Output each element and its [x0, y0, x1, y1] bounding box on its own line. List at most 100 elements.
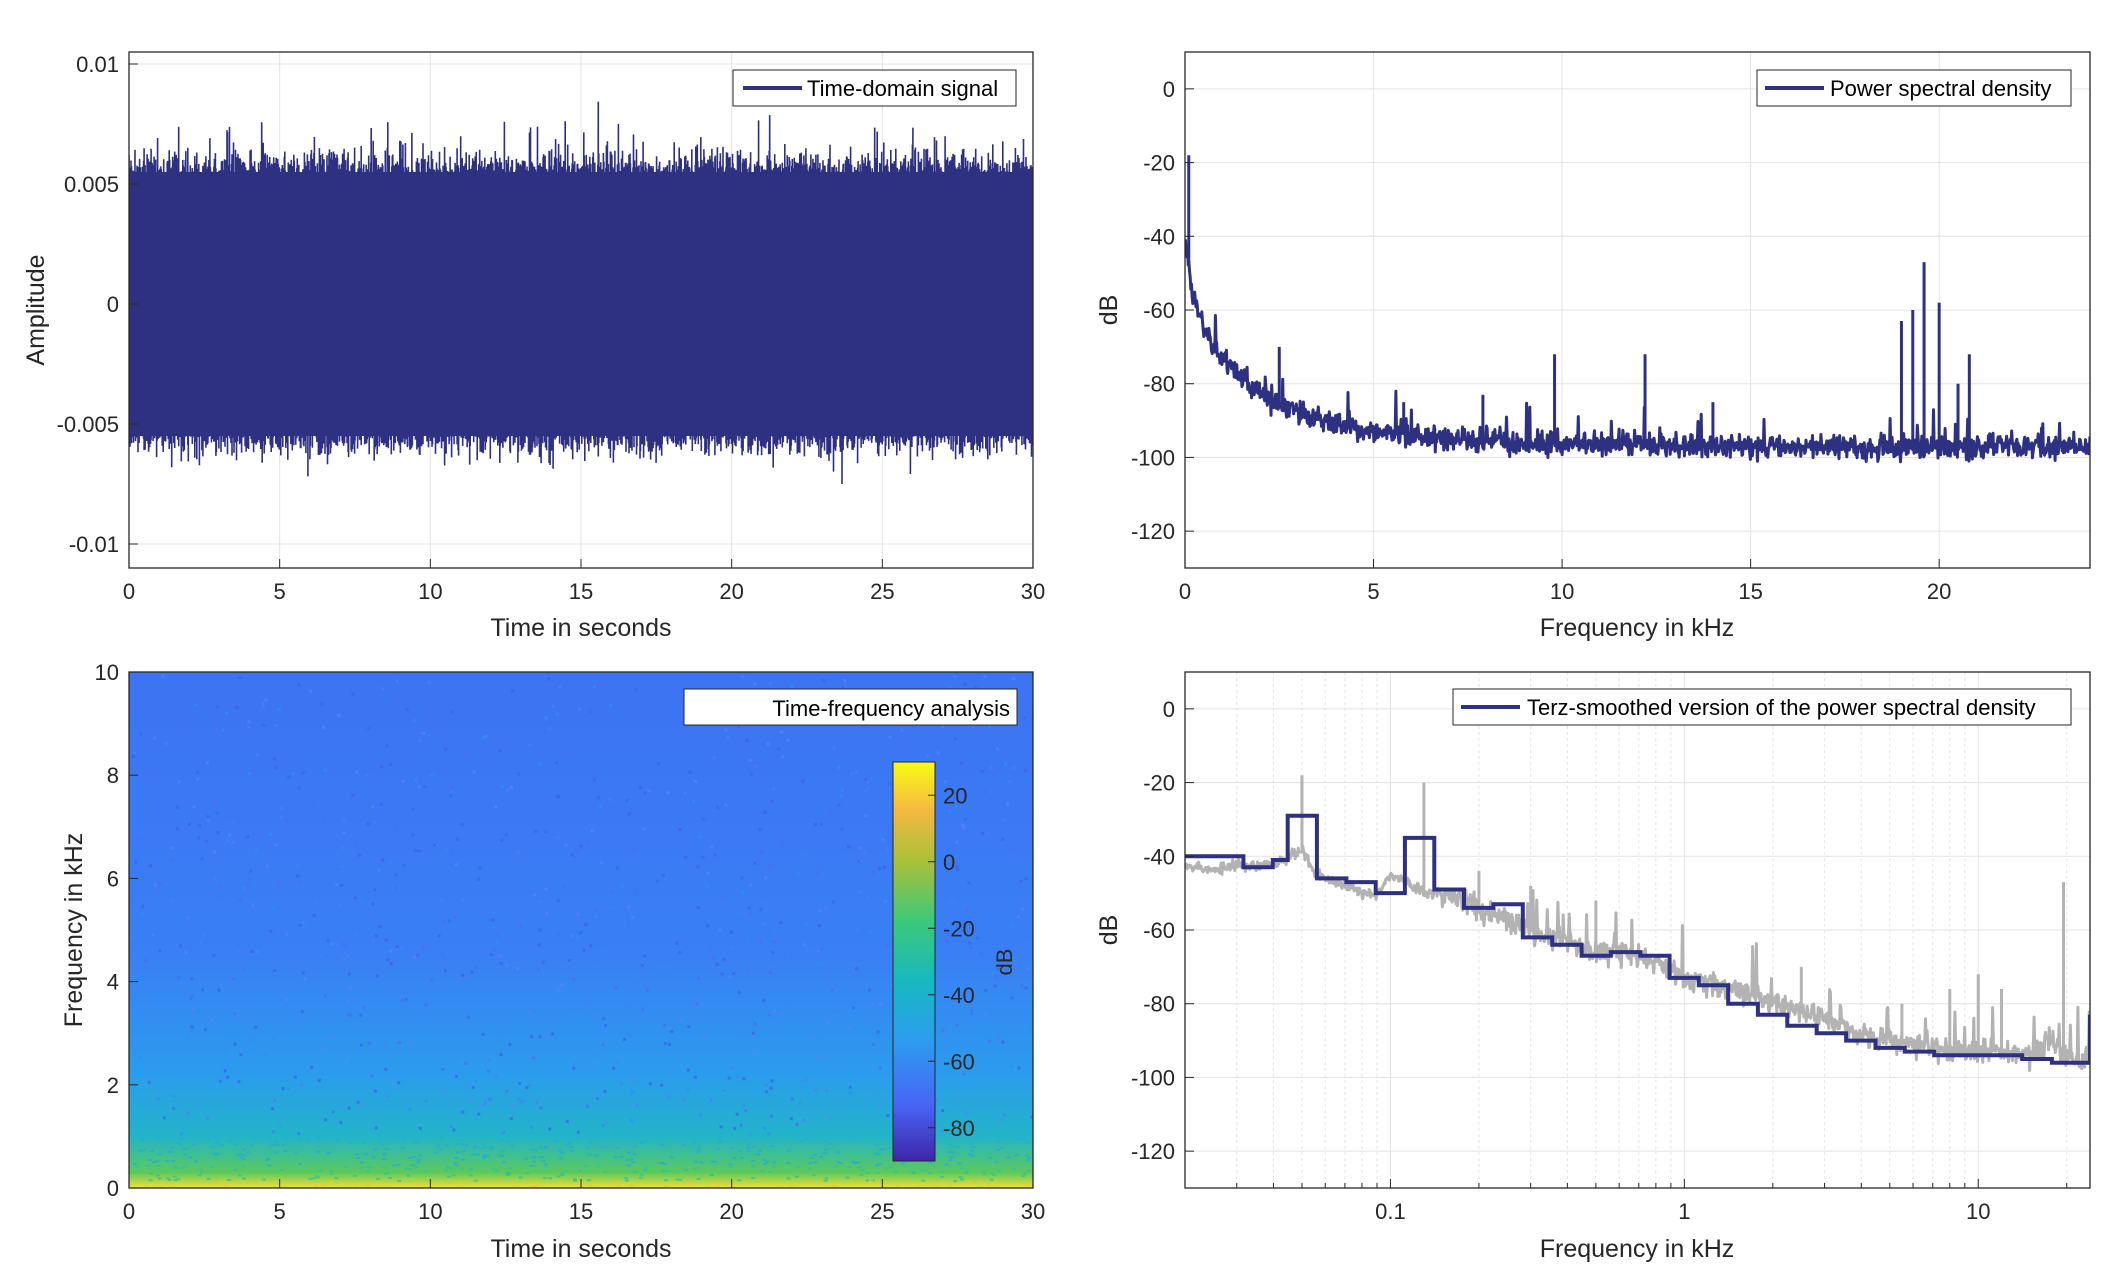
speckle [887, 782, 891, 786]
speckle [666, 1170, 671, 1173]
speckle [213, 877, 217, 881]
speckle [829, 810, 833, 814]
speckle [907, 745, 911, 749]
speckle [481, 1143, 486, 1146]
speckle [614, 986, 618, 989]
speckle [414, 1141, 419, 1144]
speckle [384, 1147, 389, 1150]
speckle [630, 1184, 635, 1187]
speckle [786, 738, 790, 742]
speckle [312, 803, 316, 807]
speckle [693, 1160, 698, 1163]
speckle [1010, 996, 1014, 1000]
speckle [589, 1142, 594, 1145]
speckle [543, 1147, 548, 1149]
speckle [418, 1154, 423, 1157]
speckle [373, 820, 377, 824]
speckle [1022, 1172, 1027, 1175]
speckle [832, 746, 836, 750]
speckle [378, 925, 382, 928]
speckle [715, 1184, 720, 1187]
x-tick-label: 20 [1927, 579, 1951, 604]
speckle [403, 763, 407, 767]
speckle [414, 1166, 419, 1169]
speckle [558, 685, 562, 689]
speckle [550, 1032, 554, 1036]
legend-box [683, 688, 1018, 726]
speckle [877, 1103, 881, 1106]
speckle [277, 707, 281, 711]
speckle [722, 1088, 726, 1092]
speckle [741, 814, 744, 817]
x-tick-label: 5 [1367, 579, 1379, 604]
y-tick-label: -20 [1143, 151, 1175, 176]
speckle [786, 1162, 791, 1164]
speckle [449, 1167, 454, 1170]
speckle [843, 679, 847, 682]
speckle [927, 1171, 932, 1174]
x-tick-label: 0 [123, 1199, 135, 1224]
speckle [816, 962, 820, 966]
speckle [634, 688, 638, 692]
speckle [406, 1174, 411, 1177]
y-tick-label: -80 [1143, 992, 1175, 1017]
speckle [510, 785, 513, 789]
speckle [397, 1081, 401, 1085]
speckle [537, 967, 541, 971]
speckle [435, 843, 439, 847]
speckle [523, 1157, 528, 1160]
legend: Time-frequency analysis [683, 688, 1018, 726]
speckle [853, 1162, 858, 1164]
speckle [599, 1146, 604, 1149]
speckle [965, 1169, 970, 1172]
speckle [808, 1162, 813, 1165]
speckle [400, 999, 404, 1002]
y-tick-label: 8 [107, 763, 119, 788]
speckle [139, 1056, 143, 1060]
speckle [748, 970, 752, 974]
speckle [728, 1163, 733, 1166]
x-tick-label: 25 [870, 1199, 894, 1224]
speckle [189, 996, 193, 1000]
speckle [838, 1161, 843, 1164]
speckle [358, 899, 362, 903]
speckle [936, 751, 940, 755]
speckle [478, 866, 482, 870]
speckle [612, 1182, 617, 1185]
speckle [640, 1142, 645, 1144]
speckle [862, 851, 866, 855]
speckle [490, 1147, 494, 1150]
speckle [455, 1143, 460, 1145]
speckle [1009, 846, 1013, 850]
speckle [176, 731, 180, 735]
x-tick-label: 20 [719, 1199, 743, 1224]
speckle [293, 1075, 297, 1079]
speckle [164, 742, 168, 746]
speckle [455, 1075, 458, 1078]
speckle [532, 1056, 536, 1060]
speckle [729, 945, 733, 949]
speckle [404, 1167, 409, 1170]
speckle [997, 1035, 1001, 1039]
speckle [367, 726, 371, 730]
speckle [499, 961, 503, 965]
speckle [249, 878, 252, 882]
speckle [196, 777, 200, 781]
speckle [813, 1161, 818, 1164]
speckle [837, 803, 841, 807]
speckle [1023, 716, 1026, 720]
speckle [804, 1137, 809, 1140]
speckle [596, 1097, 599, 1100]
speckle [273, 968, 277, 972]
speckle [871, 1042, 875, 1046]
speckle [755, 762, 759, 765]
speckle [171, 1186, 176, 1188]
speckle [528, 1010, 531, 1014]
speckle [397, 1180, 402, 1182]
speckle [616, 1146, 621, 1149]
speckle [770, 799, 774, 803]
speckle [709, 1174, 714, 1176]
speckle [347, 1012, 351, 1016]
speckle [210, 1017, 214, 1021]
speckle [304, 1181, 309, 1184]
